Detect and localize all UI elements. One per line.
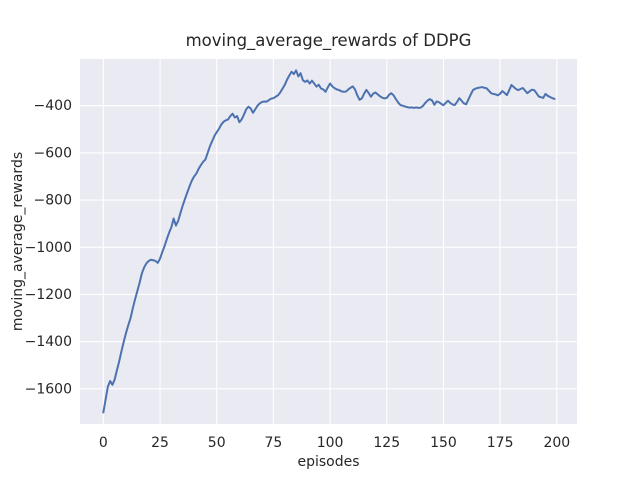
plot-area [80, 59, 577, 424]
series-line-moving_average_rewards [102, 69, 556, 414]
y-tick-label: −1200 [25, 287, 72, 303]
chart-title: moving_average_rewards of DDPG [186, 31, 472, 51]
data-series [102, 69, 556, 414]
y-tick-label: −800 [34, 193, 72, 209]
x-tick-label: 25 [151, 435, 169, 451]
x-axis-label: episodes [297, 454, 359, 470]
x-tick-label: 200 [543, 435, 570, 451]
y-tick-label: −1400 [25, 334, 72, 350]
y-tick-label: −1000 [25, 240, 72, 256]
gridlines [80, 59, 577, 424]
y-tick-label: −400 [34, 98, 72, 114]
x-tick-label: 100 [317, 435, 344, 451]
x-tick-label: 75 [264, 435, 282, 451]
y-tick-label: −1600 [25, 381, 72, 397]
x-tick-label: 150 [430, 435, 457, 451]
y-tick-label: −600 [34, 145, 72, 161]
x-tick-label: 125 [373, 435, 400, 451]
x-tick-label: 50 [208, 435, 226, 451]
x-tick-label: 175 [487, 435, 514, 451]
y-axis-label: moving_average_rewards [10, 152, 26, 331]
x-tick-label: 0 [99, 435, 108, 451]
tick-labels: 0 25 50 75 100 125 150 175 200 −400 −600 −800 −1000 −… [25, 98, 571, 451]
